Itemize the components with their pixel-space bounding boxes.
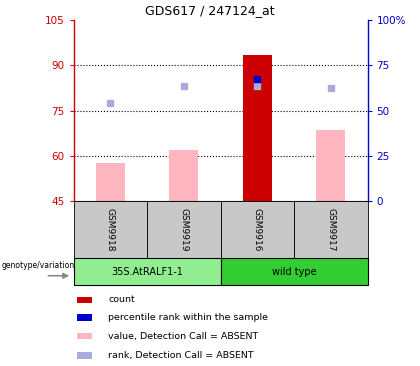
Text: GSM9919: GSM9919 bbox=[179, 208, 188, 251]
Text: GSM9916: GSM9916 bbox=[253, 208, 262, 251]
Bar bbox=[220, 201, 294, 258]
Text: rank, Detection Call = ABSENT: rank, Detection Call = ABSENT bbox=[108, 351, 254, 360]
Bar bbox=[96, 163, 125, 201]
Bar bbox=[74, 258, 220, 285]
Bar bbox=[243, 55, 272, 201]
Text: wild type: wild type bbox=[272, 266, 316, 277]
Bar bbox=[77, 297, 92, 303]
Text: genotype/variation: genotype/variation bbox=[2, 261, 75, 270]
Text: GSM9917: GSM9917 bbox=[326, 208, 335, 251]
Bar bbox=[294, 201, 368, 258]
Bar bbox=[77, 333, 92, 339]
Text: GSM9918: GSM9918 bbox=[106, 208, 115, 251]
Text: percentile rank within the sample: percentile rank within the sample bbox=[108, 313, 268, 322]
Bar bbox=[169, 150, 199, 201]
Bar bbox=[147, 201, 220, 258]
Bar bbox=[220, 258, 368, 285]
Bar bbox=[74, 201, 147, 258]
Text: GDS617 / 247124_at: GDS617 / 247124_at bbox=[145, 4, 275, 17]
Text: count: count bbox=[108, 295, 135, 305]
Text: 35S.AtRALF1-1: 35S.AtRALF1-1 bbox=[111, 266, 183, 277]
Bar bbox=[77, 352, 92, 359]
Bar bbox=[316, 130, 346, 201]
Bar bbox=[243, 55, 272, 201]
Text: value, Detection Call = ABSENT: value, Detection Call = ABSENT bbox=[108, 332, 258, 341]
Bar bbox=[77, 314, 92, 321]
